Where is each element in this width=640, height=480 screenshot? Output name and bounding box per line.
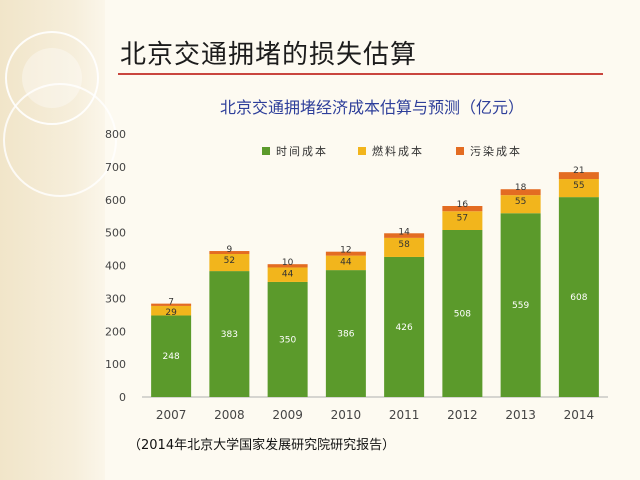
data-label: 29 — [165, 308, 177, 318]
data-label: 12 — [340, 246, 351, 256]
bar-segment-pollution — [500, 189, 541, 196]
legend-label: 污染成本 — [470, 144, 522, 158]
x-tick-label: 2010 — [331, 408, 362, 422]
data-label: 21 — [573, 166, 584, 176]
y-tick-label: 100 — [105, 358, 126, 371]
data-label: 57 — [457, 213, 468, 223]
data-label: 9 — [227, 245, 233, 255]
bar-segment-fuel — [558, 179, 599, 198]
x-tick-label: 2007 — [156, 408, 187, 422]
data-label: 7 — [168, 298, 174, 308]
source-note: （2014年北京大学国家发展研究院研究报告） — [128, 438, 396, 453]
x-tick-label: 2014 — [564, 408, 595, 422]
y-tick-label: 200 — [105, 325, 126, 338]
data-label: 559 — [512, 301, 529, 311]
data-label: 383 — [221, 330, 238, 340]
y-tick-label: 400 — [105, 260, 126, 273]
bar-segment-pollution — [209, 251, 250, 254]
title-divider — [118, 73, 603, 75]
sidebar-decoration — [0, 0, 105, 480]
bar-segment-fuel — [325, 255, 366, 271]
data-label: 52 — [224, 256, 235, 266]
data-label: 18 — [515, 183, 527, 193]
data-label: 16 — [457, 200, 469, 210]
bar-segment-fuel — [209, 253, 250, 272]
y-tick-label: 300 — [105, 292, 126, 305]
data-label: 508 — [454, 309, 471, 319]
x-tick-label: 2011 — [389, 408, 420, 422]
slide-title: 北京交通拥堵的损失估算 — [120, 40, 418, 70]
legend-swatch — [262, 147, 270, 155]
chart-title: 北京交通拥堵经济成本估算与预测（亿元） — [220, 98, 524, 117]
data-label: 426 — [396, 323, 413, 333]
y-tick-label: 500 — [105, 227, 126, 240]
bar-segment-pollution — [151, 303, 192, 306]
bar-segment-pollution — [558, 172, 599, 180]
bar-segment-time — [151, 315, 192, 397]
data-label: 248 — [163, 352, 180, 362]
bar-segment-time — [500, 213, 541, 397]
bar-segment-pollution — [384, 233, 425, 238]
x-tick-label: 2013 — [505, 408, 536, 422]
data-label: 350 — [279, 335, 296, 345]
legend-swatch — [358, 147, 366, 155]
bar-segment-pollution — [442, 205, 483, 212]
data-label: 44 — [340, 258, 352, 268]
bar-segment-time — [558, 197, 599, 397]
data-label: 386 — [337, 330, 354, 340]
legend-swatch — [456, 147, 464, 155]
bar-segment-pollution — [267, 264, 308, 268]
legend-label: 时间成本 — [276, 144, 328, 158]
y-tick-label: 700 — [105, 161, 126, 174]
data-label: 58 — [398, 240, 410, 250]
x-tick-label: 2009 — [272, 408, 303, 422]
data-label: 10 — [282, 258, 294, 268]
bar-segment-time — [384, 256, 425, 397]
data-label: 44 — [282, 269, 294, 279]
bar-segment-time — [209, 271, 250, 397]
y-tick-label: 800 — [105, 128, 126, 141]
data-label: 608 — [570, 293, 587, 303]
data-label: 55 — [573, 181, 584, 191]
bar-segment-fuel — [384, 237, 425, 257]
y-tick-label: 0 — [119, 391, 126, 404]
decorative-circles — [3, 31, 117, 197]
data-label: 55 — [515, 197, 526, 207]
bar-segment-fuel — [151, 305, 192, 316]
bar-segment-fuel — [442, 211, 483, 230]
bar-segment-time — [325, 270, 366, 397]
legend-label: 燃料成本 — [372, 144, 424, 158]
data-label: 14 — [398, 227, 410, 237]
x-tick-label: 2012 — [447, 408, 478, 422]
x-tick-label: 2008 — [214, 408, 245, 422]
bar-segment-time — [442, 229, 483, 397]
bar-segment-pollution — [325, 251, 366, 256]
bar-segment-fuel — [500, 195, 541, 214]
bar-segment-fuel — [267, 267, 308, 282]
y-tick-label: 600 — [105, 194, 126, 207]
bar-segment-time — [267, 281, 308, 397]
